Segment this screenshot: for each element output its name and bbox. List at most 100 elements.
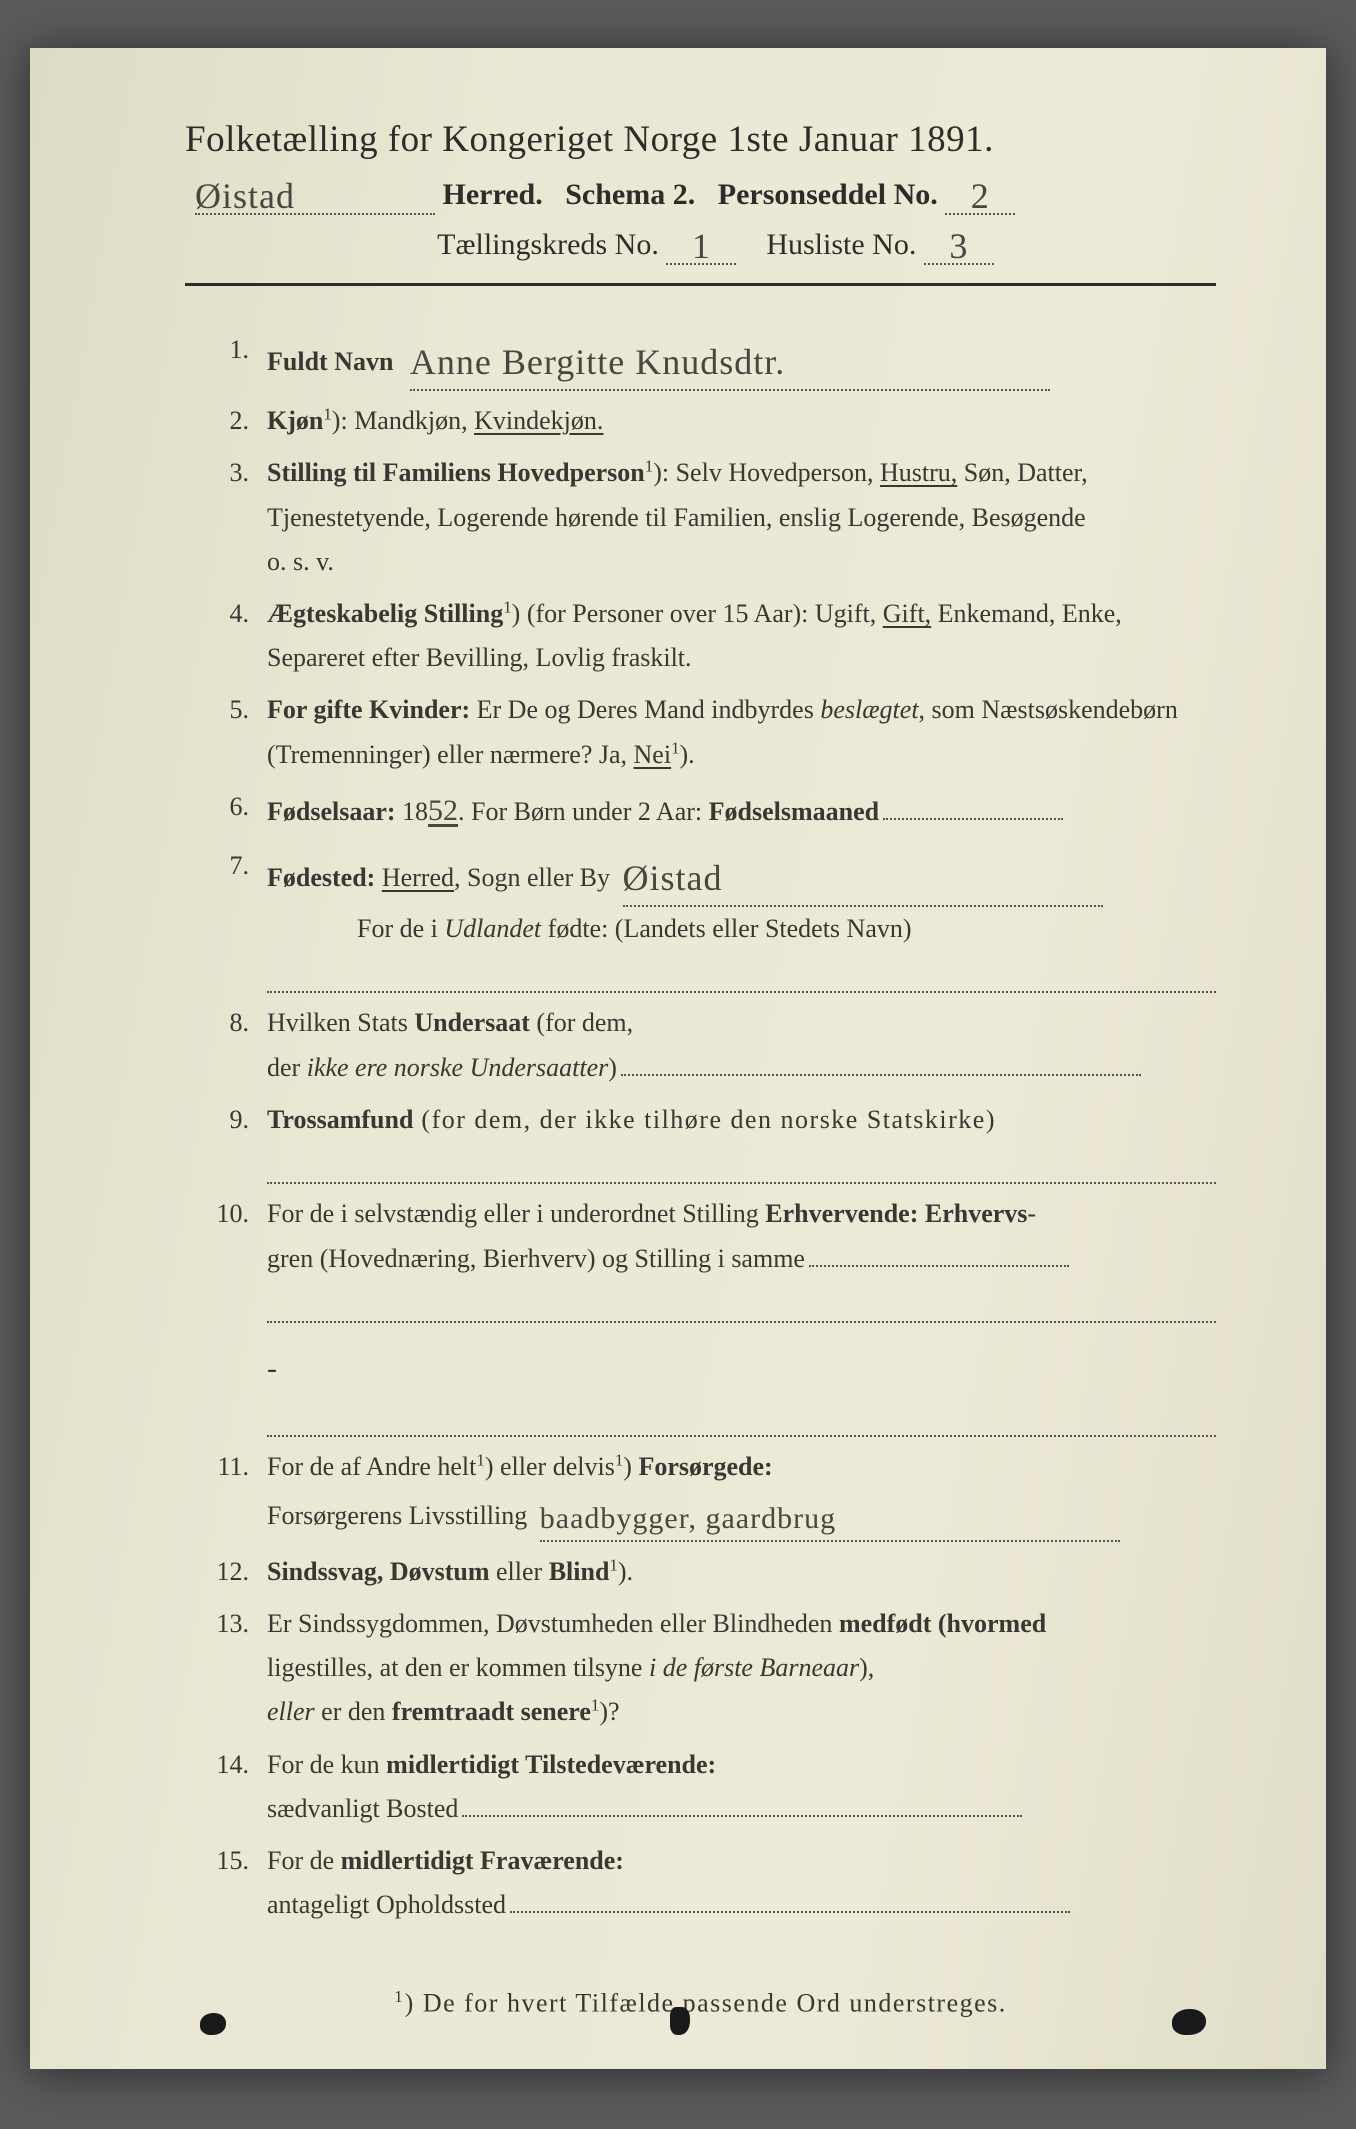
q15-bold: midlertidigt Fraværende:	[341, 1846, 624, 1875]
udlandet-pre: For de i	[357, 914, 444, 943]
q14-pre: For de kun	[267, 1750, 386, 1779]
item-13: 13. Er Sindssygdommen, Døvstumheden elle…	[205, 1602, 1216, 1735]
fodested-value: Øistad	[623, 858, 723, 898]
aegte-label: Ægteskabelig Stilling	[267, 599, 503, 628]
fodsel-label: Fødselsaar:	[267, 797, 396, 826]
undersaat-bold: Undersaat	[414, 1008, 530, 1037]
udlandet: Udlandet	[444, 914, 541, 943]
item-10: 10. For de i selvstændig eller i underor…	[205, 1192, 1216, 1436]
fodsel-value: 52	[428, 794, 458, 827]
title-year: 1891.	[908, 119, 994, 160]
undersaat-l2-pre: der	[267, 1053, 307, 1082]
census-form-page: Folketælling for Kongeriget Norge 1ste J…	[30, 48, 1326, 2069]
item-body: Kjøn1): Mandkjøn, Kvindekjøn.	[267, 399, 1216, 443]
item-number: 9.	[205, 1098, 267, 1185]
item-body: For de kun midlertidigt Tilstedeværende:…	[267, 1743, 1216, 1831]
udlandet-field	[267, 957, 1216, 993]
item-8: 8. Hvilken Stats Undersaat (for dem, der…	[205, 1001, 1216, 1089]
item-1: 1. Fuldt Navn Anne Bergitte Knudsdtr.	[205, 328, 1216, 391]
tros-field	[267, 1148, 1216, 1184]
q13-l3-bold: fremtraadt senere	[392, 1697, 591, 1726]
q13-bold1: medfødt (hvormed	[839, 1609, 1046, 1638]
erhverv-pre: For de i selvstændig eller i underordnet…	[267, 1199, 765, 1228]
andre-pre: For de af Andre helt	[267, 1452, 476, 1481]
fodselmnd-field	[883, 791, 1063, 820]
q13-l3-post: er den	[315, 1697, 392, 1726]
herred-label: Herred.	[443, 178, 543, 211]
personseddel-field: 2	[945, 171, 1015, 215]
item-body: For de i selvstændig eller i underordnet…	[267, 1192, 1216, 1436]
title-text: Folketælling for Kongeriget Norge 1ste J…	[185, 119, 898, 160]
header-line-3: Tællingskreds No. 1 Husliste No. 3	[215, 221, 1216, 265]
item-body: Hvilken Stats Undersaat (for dem, der ik…	[267, 1001, 1216, 1089]
item-body: Fuldt Navn Anne Bergitte Knudsdtr.	[267, 328, 1216, 391]
footnote-sup: 1	[394, 1987, 404, 2006]
item-body: For de af Andre helt1) eller delvis1) Fo…	[267, 1445, 1216, 1542]
undersaat-pre: Hvilken Stats	[267, 1008, 414, 1037]
fodselmnd: Fødselsmaaned	[709, 797, 879, 826]
item-body: Stilling til Familiens Hovedperson1): Se…	[267, 451, 1216, 584]
binding-hole	[1172, 2009, 1206, 2035]
husliste-label: Husliste No.	[766, 228, 916, 261]
item-number: 6.	[205, 785, 267, 836]
item-number: 1.	[205, 328, 267, 391]
item-number: 4.	[205, 592, 267, 680]
tros-post: (for dem, der ikke tilhøre den norske St…	[413, 1105, 996, 1134]
item-number: 15.	[205, 1839, 267, 1927]
erhverv-l2: gren (Hovednæring, Bierhverv) og Stillin…	[267, 1244, 805, 1273]
item-number: 7.	[205, 844, 267, 994]
udlandet-post: fødte: (Landets eller Stedets Navn)	[541, 914, 911, 943]
kjon-options: Mandkjøn,	[354, 406, 474, 435]
fuldt-navn-field: Anne Bergitte Knudsdtr.	[410, 328, 1050, 391]
item-number: 11.	[205, 1445, 267, 1542]
q14-l2: sædvanligt Bosted	[267, 1794, 458, 1823]
item-14: 14. For de kun midlertidigt Tilstedevære…	[205, 1743, 1216, 1831]
item-body: For gifte Kvinder: Er De og Deres Mand i…	[267, 688, 1216, 776]
fodested-rest: , Sogn eller By	[454, 863, 610, 892]
q13-l2-pre: ligestilles, at den er kommen tilsyne	[267, 1653, 649, 1682]
item-15: 15. For de midlertidigt Fraværende: anta…	[205, 1839, 1216, 1927]
herred-field: Øistad	[195, 171, 435, 215]
undersaat-l2-it: ikke ere norske Undersaatter	[307, 1053, 609, 1082]
kjon-label: Kjøn	[267, 406, 323, 435]
q14-bold: midlertidigt Tilstedeværende:	[386, 1750, 716, 1779]
erhverv-field-2	[267, 1287, 1216, 1323]
forsorger-field: baadbygger, gaardbrug	[540, 1489, 1120, 1542]
item-body: Sindssvag, Døvstum eller Blind1).	[267, 1550, 1216, 1594]
footnote-text: ) De for hvert Tilfælde passende Ord und…	[405, 1989, 1007, 2018]
divider	[185, 283, 1216, 286]
q13-l2-post: ),	[859, 1653, 874, 1682]
forsorger-value: baadbygger, gaardbrug	[540, 1502, 836, 1535]
osv: o. s. v.	[267, 547, 334, 576]
item-body: Ægteskabelig Stilling1) (for Personer ov…	[267, 592, 1216, 680]
erhverv-field-1	[809, 1238, 1069, 1267]
fodested-label: Fødested:	[267, 863, 375, 892]
nei: Nei	[634, 740, 672, 769]
item-9: 9. Trossamfund (for dem, der ikke tilhør…	[205, 1098, 1216, 1185]
kreds-value: 1	[692, 226, 711, 266]
gifte-label: For gifte Kvinder:	[267, 695, 470, 724]
item-body: For de midlertidigt Fraværende: antageli…	[267, 1839, 1216, 1927]
sinds-blind: Blind	[549, 1557, 610, 1586]
item-7: 7. Fødested: Herred, Sogn eller By Øista…	[205, 844, 1216, 994]
binding-hole	[670, 2007, 690, 2035]
q15-field	[510, 1884, 1070, 1913]
footnote: 1) De for hvert Tilfælde passende Ord un…	[185, 1987, 1216, 2019]
item-number: 5.	[205, 688, 267, 776]
kjon-selected: Kvindekjøn.	[474, 406, 603, 435]
item-3: 3. Stilling til Familiens Hovedperson1):…	[205, 451, 1216, 584]
stilling-hustru: Hustru,	[880, 458, 957, 487]
form-title: Folketælling for Kongeriget Norge 1ste J…	[185, 118, 1216, 161]
husliste-field: 3	[924, 221, 994, 265]
item-number: 3.	[205, 451, 267, 584]
herred-value: Øistad	[195, 176, 295, 216]
aegte-paren: (for Personer over 15 Aar): Ugift,	[520, 599, 882, 628]
undersaat-field	[621, 1047, 1141, 1076]
beslaegtet: beslægtet	[820, 695, 918, 724]
kreds-label: Tællingskreds No.	[437, 228, 659, 261]
item-4: 4. Ægteskabelig Stilling1) (for Personer…	[205, 592, 1216, 680]
item-12: 12. Sindssvag, Døvstum eller Blind1).	[205, 1550, 1216, 1594]
q13-l2-it: i de første Barneaar	[649, 1653, 859, 1682]
sinds-label: Sindssvag, Døvstum	[267, 1557, 490, 1586]
erhverv-bold: Erhvervende: Erhvervs	[765, 1199, 1027, 1228]
